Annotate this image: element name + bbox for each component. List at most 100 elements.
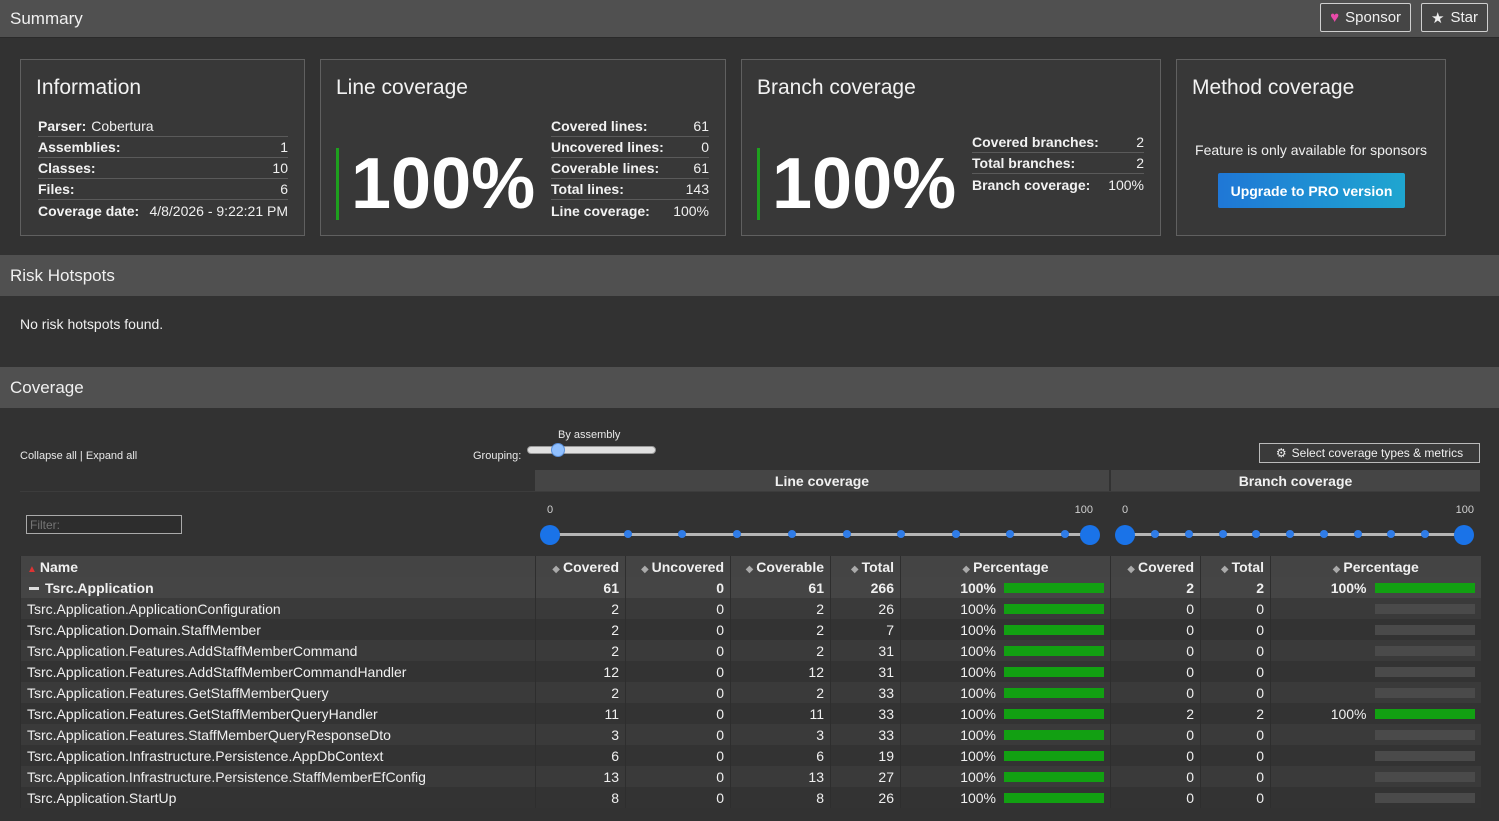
grouping-slider[interactable] [527,443,656,457]
range-handle-max[interactable] [1080,525,1100,545]
table-row[interactable]: Tsrc.Application.Domain.StaffMember 2 0 2 7 1… [20,619,1481,640]
percentage-cell: 100% [900,661,1111,682]
coverable-cell: 6 [730,745,831,766]
range-tick [1061,530,1069,538]
branch-coverage-bar [1374,687,1475,698]
table-row[interactable]: Tsrc.Application.Features.GetStaffMember… [20,682,1481,703]
sort-covered-header[interactable]: ◆ Covered [535,556,626,577]
collapse-icon[interactable] [29,587,39,591]
grouping-slider-thumb[interactable] [551,443,565,457]
total-cell: 33 [830,703,901,724]
table-row[interactable]: Tsrc.Application.Infrastructure.Persiste… [20,766,1481,787]
branch-percentage-cell [1270,745,1481,766]
assembly-name-cell[interactable]: Tsrc.Application [20,577,536,598]
table-row[interactable]: Tsrc.Application.Features.AddStaffMember… [20,640,1481,661]
branch-row: Covered branches: 2 [972,132,1144,153]
class-name-link[interactable]: Tsrc.Application.Features.GetStaffMember… [20,703,536,724]
percentage-cell: 100% [900,724,1111,745]
class-name-link[interactable]: Tsrc.Application.Features.AddStaffMember… [20,640,536,661]
collapse-expand: Collapse all | Expand all [20,450,137,462]
grouping-label: Grouping: [473,450,522,462]
class-name-link[interactable]: Tsrc.Application.Features.GetStaffMember… [20,682,536,703]
grouping-value: By assembly [558,429,621,441]
table-row[interactable]: Tsrc.Application.Features.GetStaffMember… [20,703,1481,724]
range-tick [1286,530,1294,538]
range-tick [1320,530,1328,538]
line-row: Line coverage: 100% [551,202,709,219]
branch-percentage-cell: 100% [1270,703,1481,724]
class-name-link[interactable]: Tsrc.Application.Infrastructure.Persiste… [20,745,536,766]
coverable-cell: 2 [730,682,831,703]
heart-icon: ♥ [1330,9,1340,26]
class-name-link[interactable]: Tsrc.Application.Infrastructure.Persiste… [20,766,536,787]
branch-covered-cell: 0 [1110,787,1201,808]
information-title: Information [36,76,142,99]
table-row[interactable]: Tsrc.Application.Infrastructure.Persiste… [20,745,1481,766]
percentage-cell: 100% [900,787,1111,808]
range-handle-min[interactable] [540,525,560,545]
line-row: Coverable lines: 61 [551,158,709,179]
sponsor-button[interactable]: ♥ Sponsor [1320,3,1412,32]
branch-coverage-bar [1374,603,1475,614]
sort-branch-total-header[interactable]: ◆ Total [1200,556,1271,577]
sort-percentage-header[interactable]: ◆ Percentage [900,556,1111,577]
table-row[interactable]: Tsrc.Application.StartUp 8 0 8 26 100% 0 0 [20,787,1481,808]
range-tick [843,530,851,538]
sort-total-header[interactable]: ◆ Total [830,556,901,577]
sort-name-header[interactable]: ▲ Name [20,556,536,577]
total-cell: 33 [830,724,901,745]
covered-cell: 12 [535,661,626,682]
line-coverage-card: Line coverage 100% Covered lines: 61 Unco… [320,59,726,236]
risk-hotspots-body: No risk hotspots found. [0,296,1499,352]
information-table: Parser: Cobertura Assemblies: 1 Classes: 10… [38,116,288,221]
info-row: Parser: Cobertura [38,116,288,137]
total-cell: 266 [830,577,901,598]
table-row[interactable]: Tsrc.Application.Features.StaffMemberQue… [20,724,1481,745]
range-max-label: 100 [1074,504,1093,516]
coverage-bar [1004,624,1104,635]
sponsor-label: Sponsor [1345,9,1402,26]
total-cell: 31 [830,640,901,661]
collapse-all-link[interactable]: Collapse all [20,450,77,462]
filter-input[interactable] [26,515,182,534]
gear-icon: ⚙ [1275,446,1287,460]
sort-icon: ◆ [1332,563,1341,575]
table-row[interactable]: Tsrc.Application.Features.AddStaffMember… [20,661,1481,682]
coverable-cell: 61 [730,577,831,598]
table-row[interactable]: Tsrc.Application.ApplicationConfiguratio… [20,598,1481,619]
assembly-row[interactable]: Tsrc.Application 61 0 61 266 100% 2 2 10… [20,577,1481,598]
branch-coverage-card: Branch coverage 100% Covered branches: 2 … [741,59,1161,236]
branch-percentage-cell [1270,724,1481,745]
coverage-bar [1004,666,1104,677]
method-coverage-card: Method coverage Feature is only availabl… [1176,59,1446,236]
star-button[interactable]: ★ Star [1421,3,1488,32]
class-name-link[interactable]: Tsrc.Application.Domain.StaffMember [20,619,536,640]
line-coverage-range-slider[interactable]: 0 100 [540,492,1100,557]
range-min-label: 0 [547,504,554,516]
upgrade-pro-button[interactable]: Upgrade to PRO version [1218,173,1405,208]
select-coverage-types-button[interactable]: ⚙ Select coverage types & metrics [1259,443,1480,463]
class-name-link[interactable]: Tsrc.Application.ApplicationConfiguratio… [20,598,536,619]
class-name-link[interactable]: Tsrc.Application.Features.AddStaffMember… [20,661,536,682]
risk-hotspots-title: Risk Hotspots [10,265,115,285]
sort-uncovered-header[interactable]: ◆ Uncovered [625,556,731,577]
select-coverage-label: Select coverage types & metrics [1291,446,1464,460]
class-name-link[interactable]: Tsrc.Application.StartUp [20,787,536,808]
coverage-bar [1004,771,1104,782]
coverable-cell: 2 [730,640,831,661]
sort-coverable-header[interactable]: ◆ Coverable [730,556,831,577]
branch-percentage-cell [1270,766,1481,787]
sort-icon: ◆ [850,563,859,575]
total-cell: 27 [830,766,901,787]
range-track [1125,533,1464,536]
branch-coverage-range-slider[interactable]: 0 100 [1115,492,1474,557]
uncovered-cell: 0 [625,640,731,661]
sort-branch-covered-header[interactable]: ◆ Covered [1110,556,1201,577]
summary-header: Summary ♥ Sponsor ★ Star [0,0,1499,38]
range-handle-max[interactable] [1454,525,1474,545]
range-handle-min[interactable] [1115,525,1135,545]
coverage-table: ▲ Name ◆ Covered ◆ Uncovered ◆ Coverable ◆ To… [20,556,1481,808]
class-name-link[interactable]: Tsrc.Application.Features.StaffMemberQue… [20,724,536,745]
expand-all-link[interactable]: Expand all [85,450,138,462]
sort-branch-percentage-header[interactable]: ◆ Percentage [1270,556,1481,577]
